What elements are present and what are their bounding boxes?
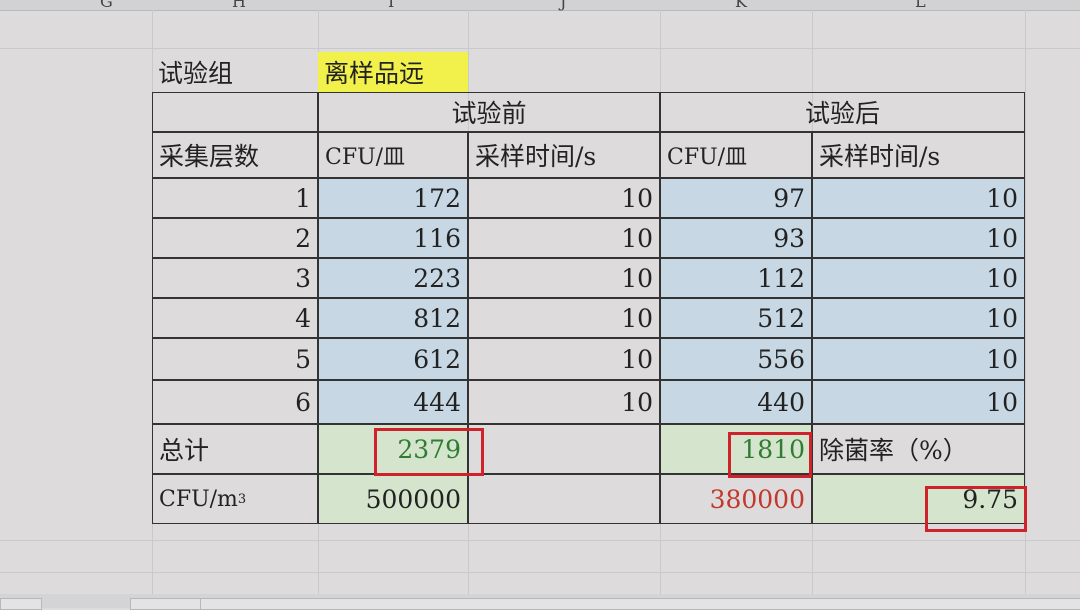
after-cfu-header[interactable]: CFU/皿 <box>660 132 812 178</box>
row-6-layer[interactable]: 6 <box>152 380 318 424</box>
row-3-before-time[interactable]: 10 <box>468 258 660 298</box>
row-4-after-cfu[interactable]: 512 <box>660 298 812 338</box>
blank-cell[interactable] <box>152 92 318 132</box>
before-time-header[interactable]: 采样时间/s <box>468 132 660 178</box>
sheet-tab[interactable] <box>130 598 202 610</box>
column-header[interactable]: G <box>100 0 113 11</box>
row-5-layer[interactable]: 5 <box>152 338 318 380</box>
row-6-before-cfu[interactable]: 444 <box>318 380 468 424</box>
row-1-before-time[interactable]: 10 <box>468 178 660 218</box>
cfu-m3-text: CFU/m <box>159 486 238 512</box>
cfu-m3-label[interactable]: CFU/m 3 <box>152 474 318 524</box>
row-2-after-time[interactable]: 10 <box>812 218 1025 258</box>
column-header[interactable]: L <box>915 0 926 11</box>
row-2-layer[interactable]: 2 <box>152 218 318 258</box>
row-5-after-cfu[interactable]: 556 <box>660 338 812 380</box>
cfu-m3-superscript: 3 <box>237 491 247 507</box>
layer-header[interactable]: 采集层数 <box>152 132 318 178</box>
after-header[interactable]: 试验后 <box>660 92 1025 132</box>
total-label[interactable]: 总计 <box>152 424 318 474</box>
row-6-after-cfu[interactable]: 440 <box>660 380 812 424</box>
sheet-nav-button[interactable] <box>0 598 42 610</box>
row-1-after-cfu[interactable]: 97 <box>660 178 812 218</box>
total-before[interactable]: 2379 <box>318 424 468 474</box>
column-header[interactable]: J <box>560 0 567 11</box>
row-3-after-time[interactable]: 10 <box>812 258 1025 298</box>
highlight-box-removal-rate <box>925 486 1027 532</box>
column-header-bar: G H I J K L <box>0 0 1080 11</box>
row-6-before-time[interactable]: 10 <box>468 380 660 424</box>
before-cfu-header[interactable]: CFU/皿 <box>318 132 468 178</box>
group-value[interactable]: 离样品远 <box>318 52 468 92</box>
blank-cell[interactable] <box>468 474 660 524</box>
row-5-before-cfu[interactable]: 612 <box>318 338 468 380</box>
cfu-m3-before[interactable]: 500000 <box>318 474 468 524</box>
row-2-before-cfu[interactable]: 116 <box>318 218 468 258</box>
cfu-m3-after[interactable]: 380000 <box>660 474 812 524</box>
before-header[interactable]: 试验前 <box>318 92 660 132</box>
removal-rate-value[interactable]: 9.75 <box>812 474 1025 524</box>
removal-rate-label[interactable]: 除菌率（%） <box>812 424 1025 474</box>
blank-cell[interactable] <box>468 424 660 474</box>
group-label[interactable]: 试验组 <box>158 59 234 88</box>
after-time-header[interactable]: 采样时间/s <box>812 132 1025 178</box>
row-1-after-time[interactable]: 10 <box>812 178 1025 218</box>
row-1-before-cfu[interactable]: 172 <box>318 178 468 218</box>
row-4-before-cfu[interactable]: 812 <box>318 298 468 338</box>
row-4-after-time[interactable]: 10 <box>812 298 1025 338</box>
row-3-layer[interactable]: 3 <box>152 258 318 298</box>
row-1-layer[interactable]: 1 <box>152 178 318 218</box>
sheet-tab[interactable] <box>200 598 1080 610</box>
column-header[interactable]: K <box>735 0 747 11</box>
row-3-before-cfu[interactable]: 223 <box>318 258 468 298</box>
row-5-before-time[interactable]: 10 <box>468 338 660 380</box>
column-header[interactable]: I <box>388 0 395 11</box>
row-5-after-time[interactable]: 10 <box>812 338 1025 380</box>
row-3-after-cfu[interactable]: 112 <box>660 258 812 298</box>
row-4-before-time[interactable]: 10 <box>468 298 660 338</box>
row-4-layer[interactable]: 4 <box>152 298 318 338</box>
highlight-box-total-after <box>728 432 812 478</box>
row-2-after-cfu[interactable]: 93 <box>660 218 812 258</box>
column-header[interactable]: H <box>232 0 246 11</box>
highlight-box-total-before <box>374 428 484 476</box>
row-2-before-time[interactable]: 10 <box>468 218 660 258</box>
row-6-after-time[interactable]: 10 <box>812 380 1025 424</box>
